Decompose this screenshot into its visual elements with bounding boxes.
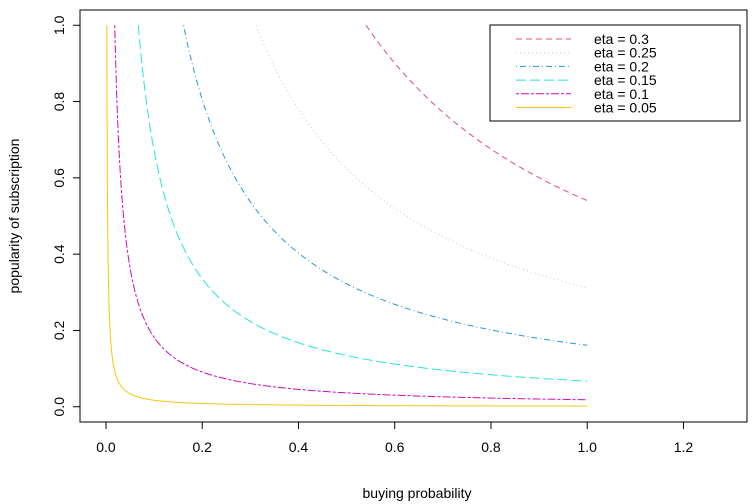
x-tick-label: 0.0 <box>96 439 116 455</box>
series-line-4 <box>137 25 588 382</box>
legend-box <box>489 24 741 122</box>
legend-entry-label: eta = 0.2 <box>594 58 649 74</box>
series-lines <box>106 24 588 407</box>
legend-entry-label: eta = 0.05 <box>594 100 657 116</box>
series-line-2 <box>255 25 588 289</box>
x-tick-label: 1.0 <box>577 439 597 455</box>
legend-entry-label: eta = 0.15 <box>594 72 657 88</box>
y-tick-label: 0.4 <box>51 244 67 264</box>
y-tick-label: 0.2 <box>51 321 67 341</box>
y-tick-label: 1.0 <box>51 15 67 35</box>
y-tick-label: 0.0 <box>51 397 67 417</box>
legend-entry-label: eta = 0.1 <box>594 86 649 102</box>
legend-entry-label: eta = 0.25 <box>594 45 657 61</box>
x-tick-label: 0.6 <box>385 439 405 455</box>
x-tick-label: 0.8 <box>481 439 501 455</box>
series-line-6 <box>106 25 588 407</box>
series-line-1 <box>365 24 588 202</box>
y-tick-label: 0.8 <box>51 92 67 112</box>
y-axis-label: popularity of subscription <box>6 139 22 294</box>
series-line-5 <box>114 25 588 401</box>
legend-entry-label: eta = 0.3 <box>594 31 649 47</box>
x-axis-label: buying probability <box>363 485 472 501</box>
x-tick-label: 0.2 <box>193 439 213 455</box>
x-tick-label: 1.2 <box>674 439 694 455</box>
x-tick-label: 0.4 <box>289 439 309 455</box>
x-axis: 0.0 0.2 0.4 0.6 0.8 1.0 1.2 <box>96 421 694 455</box>
y-axis: 0.0 0.2 0.4 0.6 0.8 1.0 <box>51 15 81 417</box>
y-tick-label: 0.6 <box>51 168 67 188</box>
